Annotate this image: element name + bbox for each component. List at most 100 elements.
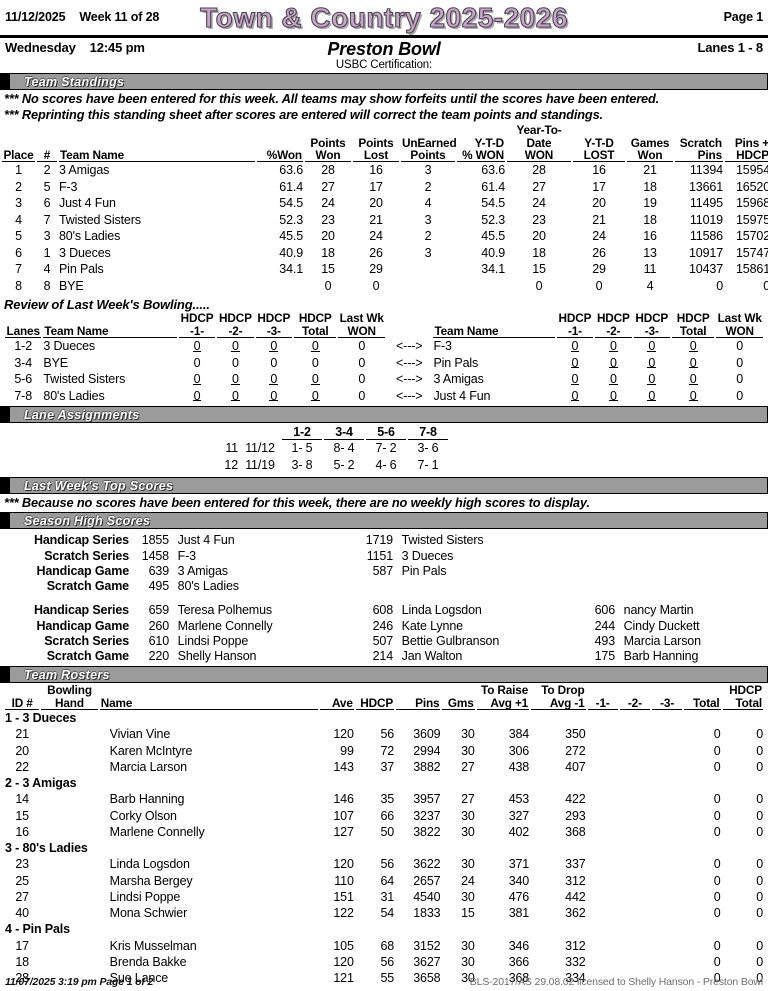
review-team-name: 80's Ladies (43, 388, 105, 403)
roster-cell: 4540 (413, 889, 441, 904)
standings-col-header: Pins + HDCP (725, 124, 768, 163)
section-title: Last Week's Top Scores (24, 478, 174, 493)
lane-pair-header: 3-4 (324, 425, 364, 441)
roster-cell: 15 (461, 906, 475, 921)
high-score-name: Teresa Polhemus (171, 603, 272, 618)
roster-cell: 0 (756, 873, 763, 888)
high-score-value: 495 (148, 579, 169, 594)
roster-cell (620, 856, 650, 872)
high-score-value: 1719 (365, 533, 393, 548)
roster-team-name: 2 - 3 Amigas (5, 776, 77, 791)
review-game: 0 (647, 372, 656, 387)
review-won: 0 (358, 355, 366, 370)
roster-cell: 0 (713, 954, 721, 969)
standings-cell: 3 Amigas (59, 163, 110, 178)
standings-col-header: Y-T-D LOST (573, 124, 625, 163)
roster-cell: 371 (508, 857, 530, 872)
section-bar-cap (1, 478, 10, 494)
high-score-label: Scratch Game (46, 649, 129, 664)
roster-cell: 293 (565, 808, 586, 823)
standings-row: 7 4 Pin Pals 34.1 15 29 34.1 15 29 11 10437 15861 (2, 261, 768, 278)
roster-cell: 0 (713, 792, 721, 807)
standings-cell: 23 (532, 212, 546, 227)
roster-cell: 15 (15, 808, 29, 823)
section-bar-cap (1, 407, 10, 423)
roster-cell: Marlene Connelly (99, 824, 205, 839)
high-score-name (617, 579, 757, 594)
roster-cell: 127 (333, 824, 354, 839)
standings-cell: 7 (15, 262, 22, 277)
review-game: 0 (269, 388, 279, 403)
lane-assignments-header: 1-2 3-4 5-6 7-8 (214, 425, 448, 441)
roster-cell: 21 (15, 727, 29, 742)
week-of: Week 11 of 28 (79, 10, 160, 24)
lane-pair-header: 7-8 (408, 425, 448, 441)
standings-cell: 15861 (735, 262, 768, 277)
roster-cell (41, 808, 97, 824)
roster-cell (41, 759, 97, 775)
roster-cell (652, 759, 682, 775)
roster-cell: Brenda Bakke (99, 954, 187, 969)
high-score-value: 606 (594, 603, 615, 618)
high-score-name: Jan Walton (395, 649, 463, 664)
roster-cell (41, 726, 97, 742)
roster-cell: 14 (15, 792, 29, 807)
roster-col-header: ID # (5, 684, 40, 711)
standings-row: 8 8 BYE 0 0 0 0 4 0 0 (2, 278, 768, 295)
page-footer: 11/07/2025 3:19 pm Page 1 of 2 BLS-2017/… (5, 976, 763, 988)
roster-col-header: HDCP Total (722, 684, 763, 711)
roster-col-header: To Raise Avg +1 (476, 684, 530, 711)
lane-pair: 5- 2 (333, 457, 355, 472)
standings-cell: 21 (643, 163, 657, 178)
standings-row: 1 2 3 Amigas 63.6 28 16 3 63.6 28 16 21 11394 15954 (2, 162, 768, 179)
roster-cell: 0 (713, 857, 721, 872)
roster-cell: 337 (565, 857, 586, 872)
high-score-value (577, 579, 615, 594)
roster-cell: 2657 (413, 873, 441, 888)
review-game: 0 (647, 339, 656, 354)
standings-cell: 0 (372, 278, 380, 293)
roster-cell (588, 954, 618, 970)
review-vs-arrow: <---> (396, 355, 423, 370)
roster-cell: 312 (565, 873, 586, 888)
roster-cell: 16 (15, 824, 29, 839)
high-score-name: 3 Dueces (395, 548, 454, 563)
review-row: 7-8 80's Ladies 0 0 0 0 0 <---> Just 4 Fun 0 0 0 0 0 (5, 388, 763, 405)
lanes-range: Lanes 1 - 8 (697, 40, 763, 55)
roster-cell: 0 (756, 971, 763, 986)
standings-cell: 0 (763, 278, 768, 293)
roster-cell (652, 889, 682, 905)
roster-col-header: -1- (587, 684, 618, 711)
roster-cell: 368 (565, 824, 586, 839)
standings-cell: 11019 (689, 212, 723, 227)
roster-cell: 340 (508, 873, 530, 888)
roster-cell: Sue Lance (99, 971, 169, 986)
roster-cell: 37 (380, 759, 395, 774)
review-game: 0 (232, 355, 239, 370)
review-won: 0 (736, 388, 744, 403)
high-score-value: 587 (372, 563, 393, 578)
roster-cell: 272 (565, 743, 586, 758)
high-score-label: Handicap Game (36, 563, 129, 578)
review-vs-arrow: <---> (396, 388, 423, 403)
roster-cell (588, 873, 618, 889)
roster-cell (41, 856, 97, 872)
high-score-name: Marlene Connelly (171, 618, 273, 633)
roster-cell: 23 (15, 857, 29, 872)
review-row: 3-4 BYE 0 0 0 0 0 <---> Pin Pals 0 0 0 0 0 (5, 355, 763, 372)
roster-col-header: To Drop Avg -1 (531, 684, 586, 711)
roster-cell: 0 (756, 954, 763, 969)
standings-cell: 0 (535, 278, 543, 293)
review-team-name: Just 4 Fun (433, 388, 491, 403)
roster-cell (41, 905, 97, 921)
roster-cell (652, 743, 682, 759)
review-col-header (387, 312, 431, 338)
roster-cell: 27 (461, 759, 475, 774)
standings-cell: 19 (643, 196, 657, 211)
roster-cell: 0 (756, 759, 763, 774)
roster-player-row: 17 Kris Musselman 105 68 3152 30 346 312 0 0 (5, 938, 763, 954)
standings-cell: 15 (321, 262, 335, 277)
roster-cell: 27 (461, 792, 475, 807)
standings-col-header: Place (2, 124, 35, 163)
standings-cell: 16520 (735, 179, 768, 194)
